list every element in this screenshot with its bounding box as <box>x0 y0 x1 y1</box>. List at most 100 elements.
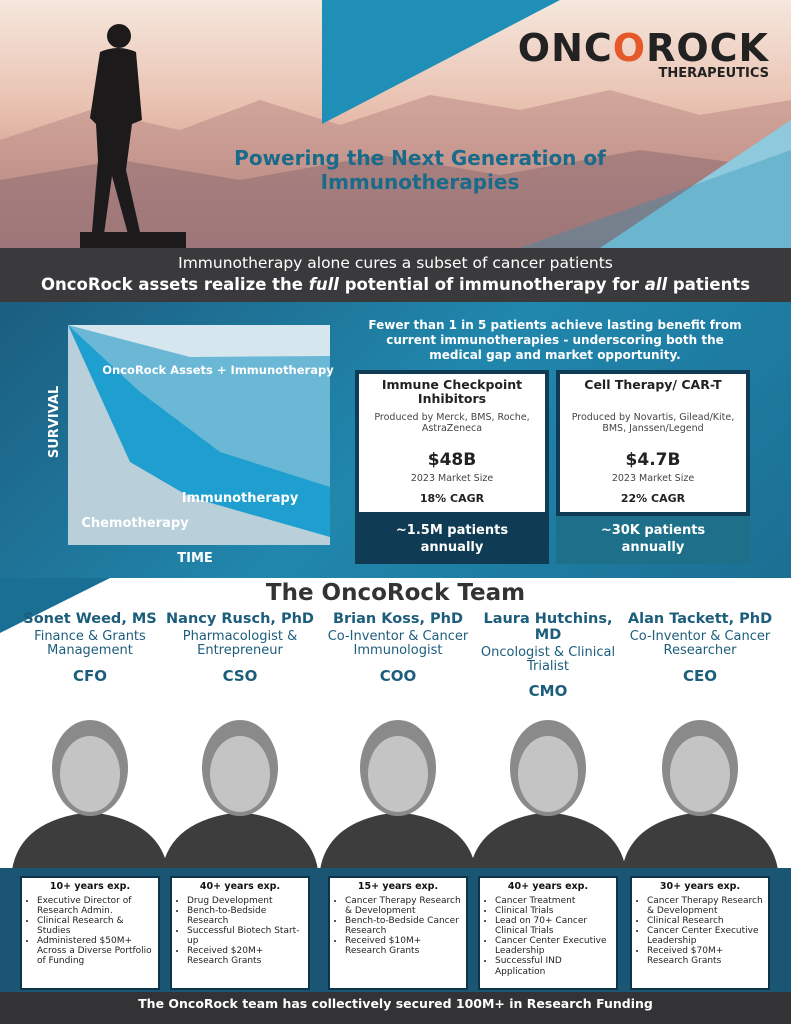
hiker <box>80 24 186 248</box>
member-name: Nancy Rusch, PhD <box>166 611 314 627</box>
banner-line: OncoRock assets realize the full potenti… <box>0 275 791 294</box>
mountains <box>0 150 791 248</box>
experience-card: 40+ years exp. Cancer TreatmentClinical T… <box>478 876 618 990</box>
bullet: Administered $50M+ Across a Diverse Port… <box>37 936 154 966</box>
card-title: Cell Therapy/ CAR-T <box>584 377 722 392</box>
banner-line: Immunotherapy alone cures a subset of ca… <box>178 254 613 272</box>
bullet: Successful IND Application <box>495 956 612 976</box>
logo-subtitle: THERAPEUTICS <box>658 66 769 81</box>
header-art <box>0 0 791 248</box>
market-card: Cell Therapy/ CAR-T Produced by Novartis,… <box>556 370 750 516</box>
bullet: Drug Development <box>187 896 304 906</box>
face <box>518 736 578 812</box>
member-role: Oncologist & Clinical Trialist <box>480 644 616 675</box>
bullet: Lead on 70+ Cancer Clinical Trials <box>495 916 612 936</box>
shoulders <box>12 812 168 870</box>
experience: 40+ years exp. <box>199 881 281 892</box>
curve-label: OncoRock Assets + Immunotherapy <box>102 363 334 377</box>
bullet: Clinical Research & Studies <box>37 916 154 936</box>
triangle <box>600 120 791 248</box>
emphasis: all <box>644 275 668 294</box>
market-intro: Fewer than 1 in 5 patients achieve lasti… <box>368 318 742 362</box>
patients: ~30K patients annually <box>556 516 750 564</box>
logo-part: ONC <box>517 26 613 70</box>
card-title: Immune Checkpoint Inhibitors <box>381 377 523 407</box>
triangle <box>0 578 110 633</box>
member-name: Alan Tackett, PhD <box>627 611 773 627</box>
face <box>368 736 428 812</box>
cagr: 22% CAGR <box>620 492 686 505</box>
bullet: Cancer Therapy Research & Development <box>647 896 764 916</box>
bullet: Executive Director of Research Admin. <box>37 896 154 916</box>
shoulders <box>470 812 626 870</box>
member-name: Laura Hutchins, MD <box>483 611 613 643</box>
bullet: Clinical Trials <box>495 906 612 916</box>
survival-diagram: OncoRock Assets + Immunotherapy Immunoth… <box>47 325 334 566</box>
shoulders <box>622 812 778 870</box>
portrait <box>12 720 168 870</box>
logo-part: ROCK <box>646 26 769 70</box>
cagr: 18% CAGR <box>419 492 485 505</box>
team-member: Brian Koss, PhD Co-Inventor & Cancer Immu… <box>320 611 476 685</box>
patients: ~1.5M patients annually <box>355 516 549 564</box>
curve-area <box>68 325 330 545</box>
bullet: Clinical Research <box>647 916 764 926</box>
member-position: CSO <box>222 666 258 685</box>
experience: 15+ years exp. <box>357 881 439 892</box>
card-producers: Produced by Merck, BMS, Roche, AstraZene… <box>374 412 530 435</box>
experience: 40+ years exp. <box>507 881 589 892</box>
shoulders <box>320 812 476 870</box>
text: OncoRock Assets + Immunotherapy <box>102 363 334 377</box>
banner: Immunotherapy alone cures a subset of ca… <box>0 248 791 302</box>
member-role: Finance & Grants Management <box>34 628 146 659</box>
bullet: Received $70M+ Research Grants <box>647 946 764 966</box>
experience-card: 40+ years exp. Drug DevelopmentBench-to-B… <box>170 876 310 990</box>
member-position: COO <box>379 666 417 685</box>
page-title: Powering the Next Generation of Immunoth… <box>234 146 606 194</box>
bullet-list: Cancer Therapy Research & DevelopmentCli… <box>636 896 764 967</box>
team-title: The OncoRock Team <box>265 580 526 606</box>
bullet: Successful Biotech Start-up <box>187 926 304 946</box>
header: ONCOROCK THERAPEUTICS Powering the Next … <box>0 0 791 248</box>
text: OncoRock assets realize the <box>40 275 309 294</box>
member-role: Co-Inventor & Cancer Researcher <box>629 628 771 659</box>
triangle <box>520 150 791 248</box>
team-member: Nancy Rusch, PhD Pharmacologist & Entrepr… <box>162 611 318 685</box>
team-member: Sonet Weed, MS Finance & Grants Managemen… <box>12 611 168 685</box>
member-position: CEO <box>682 666 717 685</box>
triangle <box>322 0 560 124</box>
face <box>60 736 120 812</box>
experience-card: 10+ years exp. Executive Director of Rese… <box>20 876 160 990</box>
market-size-label: 2023 Market Size <box>410 473 494 484</box>
curve-label: Immunotherapy <box>182 491 299 506</box>
portrait <box>320 720 476 870</box>
logo-part: O <box>612 26 647 70</box>
axis-label: SURVIVAL <box>47 386 62 458</box>
market-size-label: 2023 Market Size <box>611 473 695 484</box>
portrait <box>470 720 626 870</box>
bullet: Cancer Treatment <box>495 896 612 906</box>
bullet: Received $10M+ Research Grants <box>345 936 462 956</box>
card-producers: Produced by Novartis, Gilead/Kite, BMS, … <box>571 412 735 435</box>
experience: 10+ years exp. <box>49 881 131 892</box>
team-member: Laura Hutchins, MD Oncologist & Clinical … <box>470 611 626 701</box>
emphasis: full <box>308 275 339 294</box>
member-position: CFO <box>72 666 107 685</box>
experience-card: 30+ years exp. Cancer Therapy Research & … <box>630 876 770 990</box>
bullet-list: Executive Director of Research Admin.Cli… <box>26 896 154 967</box>
member-role: Co-Inventor & Cancer Immunologist <box>327 628 469 659</box>
market-section: OncoRock Assets + Immunotherapy Immunoth… <box>0 302 791 578</box>
text: potential of immunotherapy for <box>338 275 645 294</box>
decor <box>0 578 110 633</box>
member-position: CMO <box>528 682 568 701</box>
bullet-list: Cancer Therapy Research & DevelopmentBen… <box>334 896 462 956</box>
market-card: Immune Checkpoint Inhibitors Produced by … <box>355 370 549 516</box>
text: patients <box>667 275 751 294</box>
face <box>210 736 270 812</box>
bullet: Bench-to-Bedside Cancer Research <box>345 916 462 936</box>
logo: ONCOROCK <box>518 26 769 70</box>
curve-label: Chemotherapy <box>81 516 189 531</box>
portrait <box>162 720 318 870</box>
bullet: Cancer Center Executive Leadership <box>495 936 612 956</box>
